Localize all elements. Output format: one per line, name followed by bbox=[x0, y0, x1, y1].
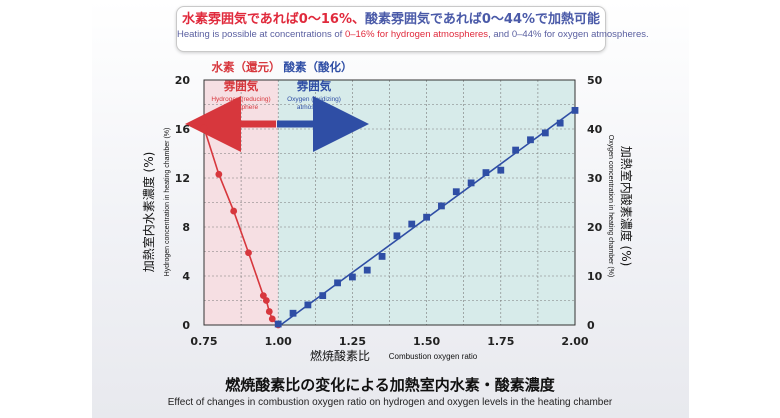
banner-title-en: Heating is possible at concentrations of… bbox=[177, 28, 649, 42]
x-axis-label-en: Combustion oxygen ratio bbox=[389, 352, 478, 361]
x-axis-label-jp: 燃焼酸素比 bbox=[310, 348, 370, 363]
y-right-axis-label-en: Oxygen concentration in heating chamber … bbox=[607, 135, 614, 277]
banner-en-a: Heating is possible at concentrations of bbox=[177, 29, 345, 40]
oxygen-series-point bbox=[393, 232, 401, 240]
banner-en-c: , and bbox=[488, 29, 512, 40]
x-tick-label: 1.50 bbox=[413, 335, 440, 348]
banner-oxygen-text: 酸素雰囲気であれば0〜44% bbox=[364, 12, 536, 27]
oxygen-series-point bbox=[334, 279, 341, 287]
y-right-axis-label-jp: 加熱室内酸素濃度 (%) bbox=[619, 146, 634, 267]
hydrogen-region-label-en2: atmosphere bbox=[224, 104, 259, 111]
hydrogen-series-point bbox=[259, 292, 267, 299]
hydrogen-series-point bbox=[268, 315, 276, 323]
y-left-tick-label: 12 bbox=[175, 172, 190, 185]
x-tick-label: 1.25 bbox=[339, 335, 366, 348]
banner-hydrogen-text: 水素雰囲気であれば0〜16%、 bbox=[181, 12, 365, 27]
hydrogen-series-point bbox=[262, 297, 270, 304]
oxygen-series-point bbox=[541, 129, 549, 137]
oxygen-series-point bbox=[363, 266, 371, 274]
oxygen-series-point bbox=[408, 220, 416, 228]
oxygen-series-point bbox=[497, 166, 505, 174]
oxygen-series-point bbox=[438, 202, 445, 210]
y-right-tick-label: 40 bbox=[587, 123, 603, 136]
y-left-tick-label: 4 bbox=[182, 270, 190, 283]
y-left-tick-label: 20 bbox=[175, 74, 191, 87]
banner-title-jp: 水素雰囲気であれば0〜16%、酸素雰囲気であれば0〜44%で加熱可能 bbox=[177, 11, 605, 28]
oxygen-series-point bbox=[452, 188, 460, 196]
y-right-tick-label: 50 bbox=[587, 74, 603, 87]
y-right-tick-label: 30 bbox=[587, 172, 603, 185]
oxygen-series-point bbox=[304, 301, 312, 309]
y-left-axis-label-jp: 加熱室内水素濃度 (%) bbox=[141, 152, 156, 273]
y-left-tick-label: 8 bbox=[182, 221, 190, 234]
oxygen-series-point bbox=[527, 136, 534, 144]
hydrogen-region-label-en: Hydrogen (reducing) bbox=[211, 96, 270, 103]
banner-en-oxygen: 0–44% for oxygen atmospheres bbox=[511, 29, 646, 40]
y-left-tick-label: 16 bbox=[175, 123, 191, 136]
oxygen-region-label-jp: 酸素（酸化） bbox=[284, 60, 353, 74]
x-tick-label: 1.75 bbox=[487, 335, 514, 348]
figure-caption-jp: 燃焼酸素比の変化による加熱室内水素・酸素濃度 bbox=[225, 376, 555, 394]
oxygen-series-point bbox=[467, 179, 475, 187]
oxygen-series-point bbox=[349, 273, 356, 281]
hydrogen-series-point bbox=[265, 308, 273, 315]
y-left-axis-label-en: Hydrogen concentration in heating chambe… bbox=[164, 128, 171, 277]
oxygen-series-point bbox=[423, 213, 430, 221]
oxygen-region-label-en2: atmosphere bbox=[297, 104, 332, 111]
plot-frame bbox=[203, 79, 576, 326]
hydrogen-series-point bbox=[245, 249, 252, 257]
y-right-tick-label: 0 bbox=[587, 319, 595, 332]
oxygen-series-point bbox=[482, 169, 490, 177]
banner-tail-text: で加熱可能 bbox=[535, 12, 601, 27]
oxygen-series-point bbox=[571, 106, 579, 114]
banner-en-e: . bbox=[645, 29, 649, 40]
oxygen-series-point bbox=[512, 146, 520, 154]
hydrogen-series-point bbox=[230, 207, 238, 215]
banner-en-hydrogen: 0–16% for hydrogen atmospheres bbox=[344, 29, 489, 40]
hydrogen-region-label-jp: 水素（還元） bbox=[212, 60, 281, 74]
y-right-tick-label: 20 bbox=[587, 221, 603, 234]
banner: 水素雰囲気であれば0〜16%、酸素雰囲気であれば0〜44%で加熱可能 Heati… bbox=[176, 6, 649, 52]
hydrogen-series-point bbox=[200, 124, 208, 132]
oxygen-series-point bbox=[556, 119, 564, 127]
y-left-tick-label: 0 bbox=[182, 319, 190, 332]
oxygen-region-label-en: Oxygen (oxidizing) bbox=[287, 96, 341, 103]
x-tick-label: 1.00 bbox=[265, 335, 292, 348]
oxygen-series-point bbox=[378, 253, 386, 260]
x-tick-label: 0.75 bbox=[190, 335, 217, 348]
hydrogen-region-label-jp2: 雰囲気 bbox=[224, 79, 259, 93]
oxygen-series-point bbox=[319, 292, 327, 299]
y-right-tick-label: 10 bbox=[587, 270, 603, 283]
oxygen-region-label-jp2: 雰囲気 bbox=[297, 79, 332, 93]
oxygen-series-point bbox=[274, 320, 282, 328]
oxygen-series-point bbox=[289, 309, 297, 317]
hydrogen-series-point bbox=[215, 170, 223, 178]
x-tick-label: 2.00 bbox=[561, 335, 588, 348]
figure-caption-en: Effect of changes in combustion oxygen r… bbox=[167, 397, 613, 408]
